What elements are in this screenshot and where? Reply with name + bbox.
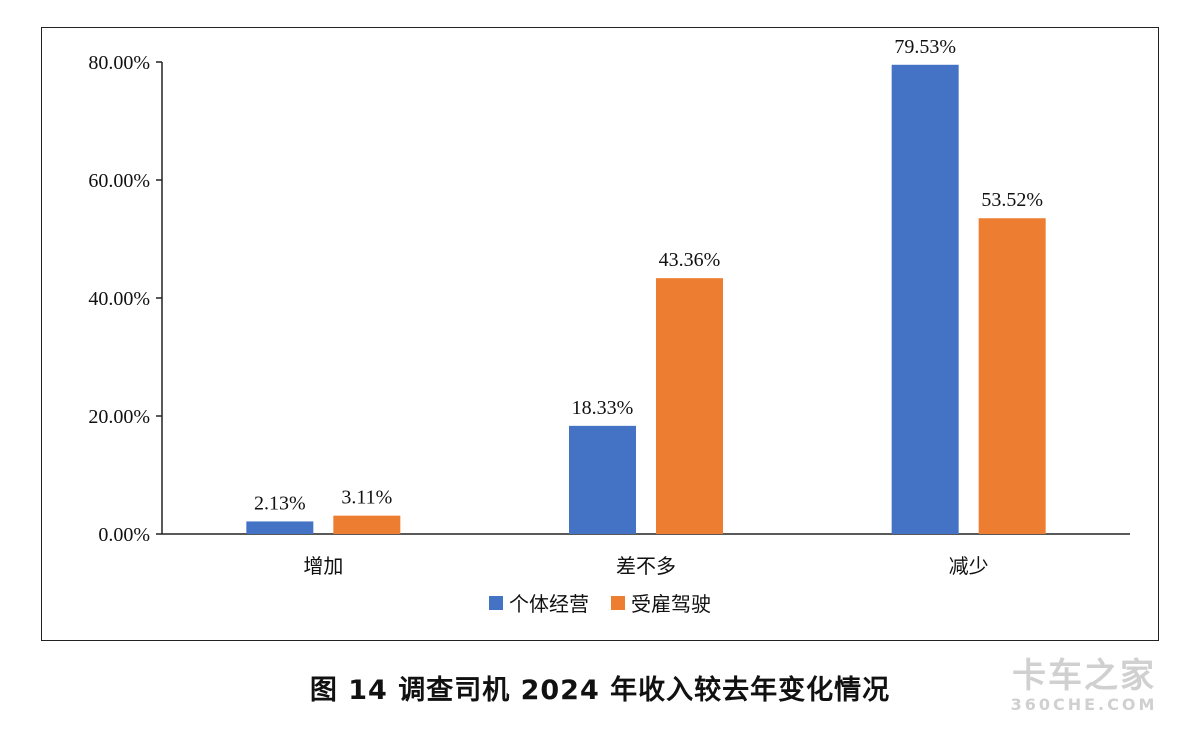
x-tick-label: 减少 [949,554,989,578]
data-label: 79.53% [894,36,956,58]
bar-self-employed [569,425,636,534]
y-tick-label: 0.00% [98,524,150,546]
bar-self-employed [246,521,314,534]
data-label: 18.33% [572,397,634,419]
y-tick-label: 20.00% [88,406,150,428]
data-label: 2.13% [254,492,306,514]
y-tick-label: 40.00% [88,288,150,310]
y-tick-label: 60.00% [88,170,150,192]
legend-label: 个体经营 [509,592,589,616]
bar-employed [656,278,723,534]
y-tick-label: 80.00% [88,52,150,74]
legend-label: 受雇驾驶 [631,592,711,616]
watermark-logo-text: 卡车之家 [1012,656,1156,696]
y-axis: 0.00% 20.00% 40.00% 60.00% 80.00% [88,52,163,546]
data-label: 43.36% [659,249,721,271]
bar-self-employed [891,64,959,534]
watermark-url: 360CHE.COM [1010,695,1158,714]
legend-swatch [489,595,503,610]
category-labels: 增加 差不多 减少 [303,554,988,578]
chart-frame [41,27,1159,641]
legend-item-employed: 受雇驾驶 [611,588,711,617]
bar-employed [333,515,401,534]
legend-swatch [611,595,625,610]
x-tick-label: 差不多 [616,554,676,578]
x-tick-label: 增加 [303,554,343,578]
data-label: 53.52% [981,189,1043,211]
bar-employed [978,218,1046,534]
bars [246,64,1046,534]
watermark: 卡车之家 360CHE.COM [994,648,1174,714]
chart-caption: 图 14 调查司机 2024 年收入较去年变化情况 [309,675,891,706]
data-labels: 2.13% 3.11% 18.33% 43.36% 79.53% 53.52% [254,36,1043,515]
data-label: 3.11% [341,487,392,509]
legend-item-self-employed: 个体经营 [489,588,589,617]
legend: 个体经营 受雇驾驶 [0,588,1200,617]
